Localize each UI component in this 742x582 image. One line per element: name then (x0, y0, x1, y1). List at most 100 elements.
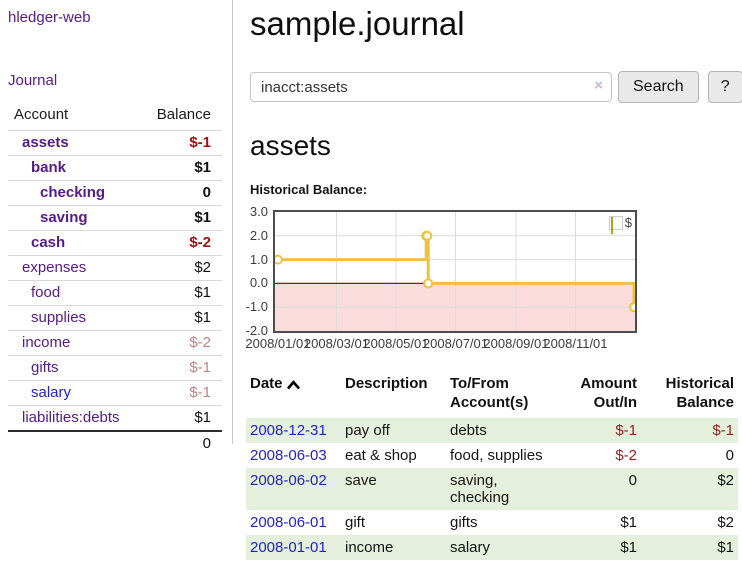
y-axis-tick-label: 0.0 (249, 275, 268, 291)
account-row: income $-2 (8, 330, 222, 356)
sidebar-journal-link[interactable]: Journal (8, 72, 58, 89)
account-row: saving $1 (8, 205, 222, 231)
register-balance-cell: $1 (717, 539, 734, 556)
account-row: liabilities:debts $1 (8, 405, 222, 431)
register-header-accounts: To/From Account(s) (450, 375, 529, 411)
register-description-cell: pay off (345, 422, 390, 439)
x-axis-tick-label: 2008/01/01 (245, 336, 311, 351)
search-bar: × Search ? (250, 71, 742, 103)
register-balance-cell: $2 (717, 472, 734, 489)
account-link[interactable]: liabilities:debts (22, 409, 120, 426)
account-link[interactable]: salary (31, 384, 72, 401)
register-accounts-cell: saving, checking (450, 472, 510, 506)
transaction-date-link[interactable]: 2008-01-01 (250, 539, 327, 556)
x-axis-tick-label: 2008/05/01 (363, 336, 429, 351)
x-axis-tick-label: 2008/09/01 (483, 336, 549, 351)
account-balance: $1 (138, 305, 222, 331)
y-axis-tick-label: 1.0 (249, 251, 268, 267)
register-description-cell: save (345, 472, 377, 489)
register-accounts-cell: debts (450, 422, 487, 439)
y-axis-tick-label: -2.0 (245, 323, 268, 338)
register-date-cell: 2008-06-01 (246, 510, 341, 535)
account-link[interactable]: assets (22, 134, 69, 151)
account-balance: $2 (138, 255, 222, 281)
search-button[interactable]: Search (618, 71, 699, 103)
account-balance: $1 (138, 405, 222, 431)
account-balance: $1 (138, 155, 222, 181)
x-axis-tick-label: 2008/07/01 (422, 336, 489, 351)
accounts-total-row: 0 (8, 430, 222, 456)
transaction-date-link[interactable]: 2008-06-01 (250, 514, 327, 531)
chart-legend: $ (608, 215, 632, 234)
transaction-date-link[interactable]: 2008-06-02 (250, 472, 327, 489)
chart-canvas (275, 212, 635, 331)
account-link[interactable]: food (31, 284, 61, 301)
register-header-date[interactable]: Date (246, 372, 341, 418)
account-row: salary $-1 (8, 380, 222, 406)
register-description-cell: gift (345, 514, 366, 531)
search-input[interactable] (250, 72, 612, 102)
account-link[interactable]: income (22, 334, 71, 351)
account-link[interactable]: bank (31, 159, 67, 176)
main-content: sample.journal × Search ? assets Histori… (245, 0, 742, 560)
account-balance: $1 (138, 280, 222, 306)
register-amount-cell: $1 (620, 539, 637, 556)
register-date-cell: 2008-06-02 (246, 468, 341, 510)
x-axis-tick-label: 2008/03/01 (303, 336, 369, 351)
register-row: 2008-06-02 save saving, checking 0 $2 (246, 468, 738, 510)
register-date-cell: 2008-01-01 (246, 535, 341, 560)
account-balance: $-2 (138, 230, 222, 256)
register-description-cell: eat & shop (345, 447, 417, 464)
register-row: 2008-06-03 eat & shop food, supplies $-2 0 (246, 443, 738, 468)
transaction-date-link[interactable]: 2008-12-31 (250, 422, 327, 439)
register-date-cell: 2008-12-31 (246, 418, 341, 443)
search-input-wrapper: × (250, 72, 612, 102)
account-balance: $-1 (138, 380, 222, 406)
account-link[interactable]: gifts (31, 359, 59, 376)
account-link[interactable]: saving (40, 209, 88, 226)
register-table: Date Description To/From Account(s) Amou… (246, 372, 738, 560)
account-row: supplies $1 (8, 305, 222, 331)
account-link[interactable]: cash (31, 234, 66, 251)
register-description-cell: income (345, 539, 394, 556)
chart-label: Historical Balance: (250, 182, 368, 197)
account-row: gifts $-1 (8, 355, 222, 381)
clear-search-icon[interactable]: × (594, 77, 603, 94)
register-amount-cell: $-1 (615, 422, 637, 439)
account-link[interactable]: supplies (31, 309, 87, 326)
account-balance: $-1 (138, 130, 222, 156)
account-link[interactable]: expenses (22, 259, 87, 276)
register-balance-cell: 0 (725, 447, 734, 464)
register-amount-cell: $-2 (615, 447, 637, 464)
account-balance: 0 (138, 180, 222, 206)
sort-ascending-icon (286, 380, 300, 389)
register-balance-cell: $2 (717, 514, 734, 531)
account-row: food $1 (8, 280, 222, 306)
register-row: 2008-01-01 income salary $1 $1 (246, 535, 738, 560)
register-header-amount: Amount Out/In (580, 375, 637, 411)
chart-plot-area: $ (273, 210, 637, 333)
account-balance: $-1 (138, 355, 222, 381)
page-title: sample.journal (250, 5, 465, 42)
transaction-date-link[interactable]: 2008-06-03 (250, 447, 327, 464)
register-accounts-cell: salary (450, 539, 491, 556)
register-amount-cell: 0 (628, 472, 637, 489)
register-date-cell: 2008-06-03 (246, 443, 341, 468)
register-accounts-cell: gifts (450, 514, 478, 531)
register-row: 2008-06-01 gift gifts $1 $2 (246, 510, 738, 535)
account-row: assets $-1 (8, 130, 222, 156)
account-row: cash $-2 (8, 230, 222, 256)
historical-balance-chart: $ 3.0 2.0 1.0 0.0 -1.0 -2.0 2008/01/01 2008/03/… (245, 204, 742, 354)
help-button[interactable]: ? (707, 71, 742, 103)
account-balance: $-2 (138, 330, 222, 356)
register-row: 2008-12-31 pay off debts $-1 $-1 (246, 418, 738, 443)
register-amount-cell: $1 (620, 514, 637, 531)
account-row: bank $1 (8, 155, 222, 181)
accounts-total-value: 0 (138, 430, 222, 456)
app-title-link[interactable]: hledger-web (8, 9, 91, 26)
legend-series-label: $ (624, 215, 632, 230)
account-heading: assets (250, 130, 331, 161)
account-link[interactable]: checking (40, 184, 106, 201)
account-row: checking 0 (8, 180, 222, 206)
register-header-balance: Historical Balance (665, 375, 734, 411)
